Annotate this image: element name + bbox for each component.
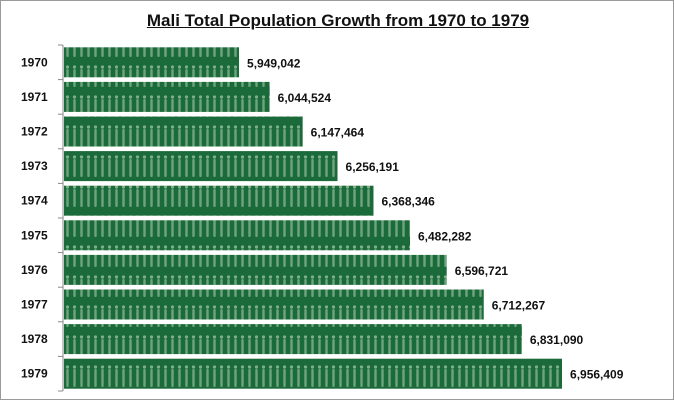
bar bbox=[64, 116, 303, 147]
data-label: 6,831,090 bbox=[530, 333, 584, 347]
y-tick-label: 1973 bbox=[21, 159, 48, 173]
data-label: 6,147,464 bbox=[311, 126, 365, 140]
bar bbox=[64, 81, 270, 112]
y-tick-label: 1977 bbox=[21, 298, 48, 312]
data-label: 6,044,524 bbox=[278, 91, 332, 105]
y-tick-label: 1972 bbox=[21, 125, 48, 139]
bar bbox=[64, 358, 563, 389]
data-label: 6,368,346 bbox=[381, 195, 435, 209]
y-tick-label: 1978 bbox=[21, 332, 48, 346]
bar bbox=[64, 151, 338, 182]
y-tick-label: 1979 bbox=[21, 367, 48, 381]
y-tick-label: 1976 bbox=[21, 263, 48, 277]
data-label: 5,949,042 bbox=[247, 56, 301, 70]
data-label: 6,256,191 bbox=[346, 160, 400, 174]
bar bbox=[64, 289, 484, 320]
y-tick-label: 1974 bbox=[21, 194, 48, 208]
y-tick-label: 1971 bbox=[21, 90, 48, 104]
bar bbox=[64, 254, 447, 285]
chart-title-text: Mali Total Population Growth from 1970 t… bbox=[146, 11, 530, 30]
bar bbox=[64, 47, 240, 78]
data-label: 6,596,721 bbox=[455, 264, 509, 278]
y-tick-label: 1970 bbox=[21, 55, 48, 69]
data-label: 6,956,409 bbox=[570, 368, 624, 382]
bar bbox=[64, 324, 522, 355]
bar bbox=[64, 185, 374, 216]
data-label: 6,482,282 bbox=[418, 229, 472, 243]
chart-title: Mali Total Population Growth from 1970 t… bbox=[1, 11, 673, 31]
y-tick-label: 1975 bbox=[21, 228, 48, 242]
bar bbox=[64, 220, 411, 251]
data-label: 6,712,267 bbox=[492, 299, 546, 313]
